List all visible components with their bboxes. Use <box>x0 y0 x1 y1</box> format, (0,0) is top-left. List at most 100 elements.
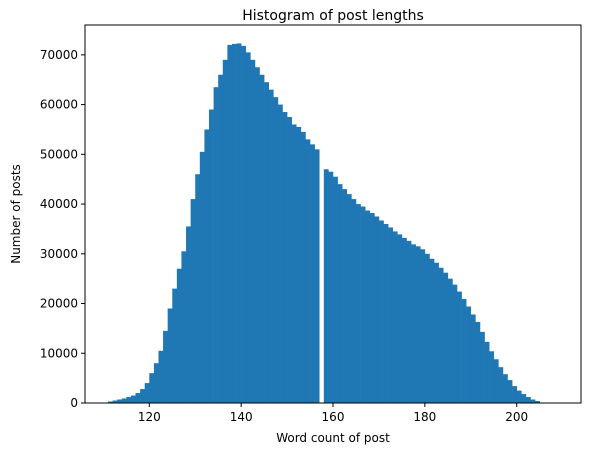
histogram-bar <box>209 109 214 404</box>
histogram-bar <box>314 149 320 403</box>
histogram-bar <box>236 43 242 404</box>
histogram-bars <box>107 43 540 404</box>
histogram-bar <box>167 308 173 403</box>
histogram-bar <box>452 284 458 403</box>
y-axis-ticks: 0 10000 20000 30000 40000 50000 60000 70000 <box>40 48 85 410</box>
histogram-bar <box>461 299 467 403</box>
histogram-bar <box>498 367 504 403</box>
histogram-bar <box>466 306 472 403</box>
histogram-bar <box>264 82 269 403</box>
histogram-bar <box>401 237 407 403</box>
histogram-bar <box>502 374 508 403</box>
histogram-bar <box>204 129 210 403</box>
histogram-bar <box>181 251 187 403</box>
histogram-bar <box>369 213 375 403</box>
histogram-bar <box>383 223 389 403</box>
histogram-bar <box>268 89 274 403</box>
x-axis-label: Word count of post <box>276 431 390 445</box>
histogram-bar <box>323 169 329 403</box>
histogram-bar <box>112 400 118 403</box>
histogram-bar <box>126 397 132 403</box>
histogram-bar <box>333 176 338 403</box>
histogram-bar <box>535 401 540 403</box>
histogram-bar <box>287 117 292 403</box>
histogram-bar <box>479 331 485 403</box>
histogram-bar <box>328 171 334 403</box>
histogram-bar <box>397 234 403 403</box>
histogram-bar <box>457 291 462 403</box>
x-axis-ticks: 120 140 160 180 200 <box>138 403 528 424</box>
histogram-bar <box>530 399 536 403</box>
histogram-bar <box>245 52 251 404</box>
histogram-bar <box>424 253 430 403</box>
y-axis-label: Number of posts <box>9 164 23 264</box>
histogram-bar <box>470 314 476 403</box>
histogram-bar <box>273 97 279 404</box>
histogram-bar <box>516 390 522 403</box>
histogram-bar <box>374 216 380 403</box>
histogram-bar <box>117 399 123 403</box>
histogram-bar <box>195 174 201 403</box>
histogram-bar <box>144 383 150 403</box>
y-tick-label: 0 <box>70 396 78 410</box>
histogram-bar <box>406 240 412 403</box>
histogram-bar <box>443 272 449 403</box>
histogram-bar <box>259 74 265 404</box>
histogram-bar <box>149 373 155 403</box>
histogram-bar <box>365 210 371 403</box>
y-tick-label: 10000 <box>40 346 78 360</box>
y-tick-label: 70000 <box>40 48 78 62</box>
histogram-bar <box>420 249 426 403</box>
chart-title: Histogram of post lengths <box>242 8 424 24</box>
histogram-bar <box>484 341 490 403</box>
histogram-bar <box>415 246 421 403</box>
histogram-bar <box>218 74 224 404</box>
histogram-bar <box>121 398 127 403</box>
histogram-bar <box>475 321 481 403</box>
histogram-bar <box>282 112 288 403</box>
histogram-bar <box>176 268 182 403</box>
histogram-bar <box>153 363 159 403</box>
histogram-bar <box>521 394 527 403</box>
x-tick-label: 120 <box>138 410 161 424</box>
histogram-bar <box>525 397 531 403</box>
histogram-bar <box>300 131 306 403</box>
histogram-bar <box>172 288 178 403</box>
histogram-bar <box>438 267 444 403</box>
histogram-bar <box>360 206 366 403</box>
histogram-bar <box>489 351 495 403</box>
histogram-bar <box>186 226 191 403</box>
histogram-bar <box>355 204 361 403</box>
histogram-bar <box>163 330 168 403</box>
x-tick-label: 180 <box>413 410 436 424</box>
y-tick-label: 40000 <box>40 197 78 211</box>
histogram-bar <box>411 244 416 403</box>
histogram-bar <box>130 395 136 403</box>
histogram-bar <box>388 227 393 403</box>
histogram-bar <box>222 59 228 403</box>
histogram-bar <box>277 104 283 403</box>
y-tick-label: 20000 <box>40 297 78 311</box>
histogram-bar <box>507 380 513 403</box>
histogram-bar <box>351 199 357 403</box>
histogram-bar <box>346 194 352 403</box>
histogram-bar <box>378 220 384 403</box>
histogram-bar <box>231 43 237 404</box>
histogram-bar <box>429 258 435 403</box>
y-tick-label: 60000 <box>40 98 78 112</box>
histogram-bar <box>392 231 398 403</box>
histogram-bar <box>140 389 145 403</box>
histogram-bar <box>447 278 453 403</box>
histogram-bar <box>296 126 302 404</box>
histogram-bar <box>337 184 343 403</box>
x-tick-label: 200 <box>505 410 528 424</box>
histogram-bar <box>227 44 233 403</box>
histogram-bar <box>342 189 348 403</box>
histogram-bar <box>190 199 196 403</box>
histogram-bar <box>158 350 164 403</box>
x-tick-label: 140 <box>230 410 253 424</box>
histogram-bar <box>107 401 113 403</box>
histogram-bar <box>512 386 517 403</box>
histogram-bar <box>241 45 247 403</box>
histogram-bar <box>254 67 260 403</box>
